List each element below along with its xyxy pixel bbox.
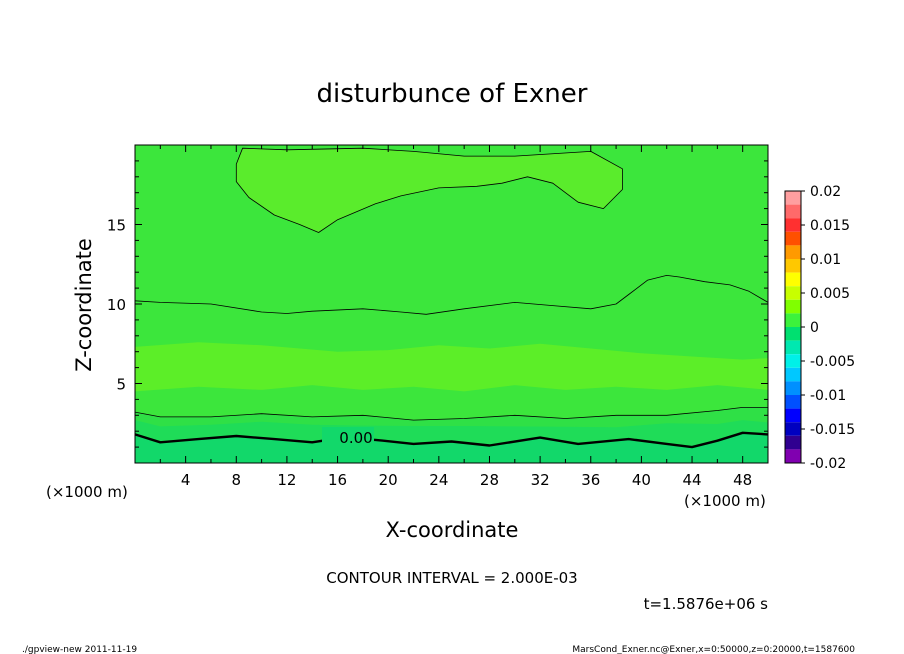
colorbar-band (785, 367, 801, 382)
time-annotation: t=1.5876e+06 s (644, 595, 769, 613)
contour-lines (135, 147, 768, 449)
x-tick-label: 8 (232, 471, 242, 489)
colorbar-tick-label: 0.015 (810, 218, 850, 234)
colorbar-tick-label: -0.01 (810, 388, 846, 404)
x-tick-label: 28 (480, 471, 499, 489)
colorbar-band (785, 435, 801, 450)
x-tick-label: 44 (682, 471, 701, 489)
colorbar-band (785, 218, 801, 232)
y-axis-label: Z-coordinate (72, 238, 96, 372)
contour-label: 0.00 (339, 429, 372, 447)
colorbar-tick-label: 0.01 (810, 252, 841, 268)
upper-contour (235, 147, 623, 233)
x-tick-label: 4 (181, 471, 191, 489)
x-tick-label: 40 (632, 471, 651, 489)
x-unit-left: (×1000 m) (46, 483, 128, 501)
field-upper-blob (236, 148, 623, 233)
colorbar-band (785, 272, 801, 287)
field-mid-band (135, 342, 768, 392)
x-tick-label: 12 (277, 471, 296, 489)
colorbar-band (785, 299, 801, 314)
y-axis-ticks: 5 10 15 (107, 160, 768, 448)
y-tick-label: 10 (107, 296, 126, 314)
y-tick-label: 15 (107, 217, 126, 235)
x-tick-label: 20 (379, 471, 398, 489)
colorbar-labels: 0.02 0.015 0.01 0.005 0 -0.005 -0.01 -0.015 -0.0… (801, 184, 855, 472)
colorbar-band (785, 395, 801, 409)
x-axis-label: X-coordinate (386, 518, 519, 542)
lower-contour (135, 407, 768, 421)
colorbar-band (785, 381, 801, 395)
footer-left: ./gpview-new 2011-11-19 (22, 645, 137, 654)
colorbar-band (785, 286, 801, 300)
colorbar-band (785, 204, 801, 219)
footer-right: MarsCond_Exner.nc@Exner,x=0:50000,z=0:20… (572, 645, 855, 654)
colorbar-band (785, 327, 801, 341)
colorbar (785, 191, 801, 463)
x-tick-label: 36 (581, 471, 600, 489)
colorbar-band (785, 245, 801, 259)
field-lower-band-3 (135, 432, 768, 463)
x-unit-right: (×1000 m) (684, 492, 766, 510)
contour-label-bg (322, 427, 374, 445)
colorbar-band (785, 231, 801, 246)
y-tick-label: 5 (116, 376, 126, 394)
colorbar-band (785, 191, 801, 205)
colorbar-band (785, 449, 801, 463)
colorbar-band (785, 422, 801, 436)
colorbar-tick-label: 0 (810, 320, 819, 336)
colorbar-tick-label: -0.02 (810, 456, 846, 472)
x-tick-label: 32 (531, 471, 550, 489)
x-tick-label: 48 (733, 471, 752, 489)
colorbar-band (785, 340, 801, 355)
plot-area (135, 145, 768, 463)
colorbar-tick-label: -0.015 (810, 422, 855, 438)
mid-contour (135, 275, 768, 315)
colorbar-band (785, 408, 801, 423)
x-tick-label: 24 (429, 471, 448, 489)
colorbar-band (785, 313, 801, 327)
x-axis-ticks: 4 8 12 16 20 24 28 32 36 40 44 48 (159, 145, 752, 489)
zero-contour (135, 431, 768, 449)
contour-interval-text: CONTOUR INTERVAL = 2.000E-03 (326, 569, 577, 587)
colorbar-tick-label: -0.005 (810, 354, 855, 370)
chart-title: disturbunce of Exner (317, 79, 588, 109)
field-base (135, 145, 768, 463)
x-tick-label: 16 (328, 471, 347, 489)
colorbar-tick-label: 0.005 (810, 286, 850, 302)
colorbar-band (785, 259, 801, 273)
colorbar-band (785, 354, 801, 368)
colorbar-tick-label: 0.02 (810, 184, 841, 200)
